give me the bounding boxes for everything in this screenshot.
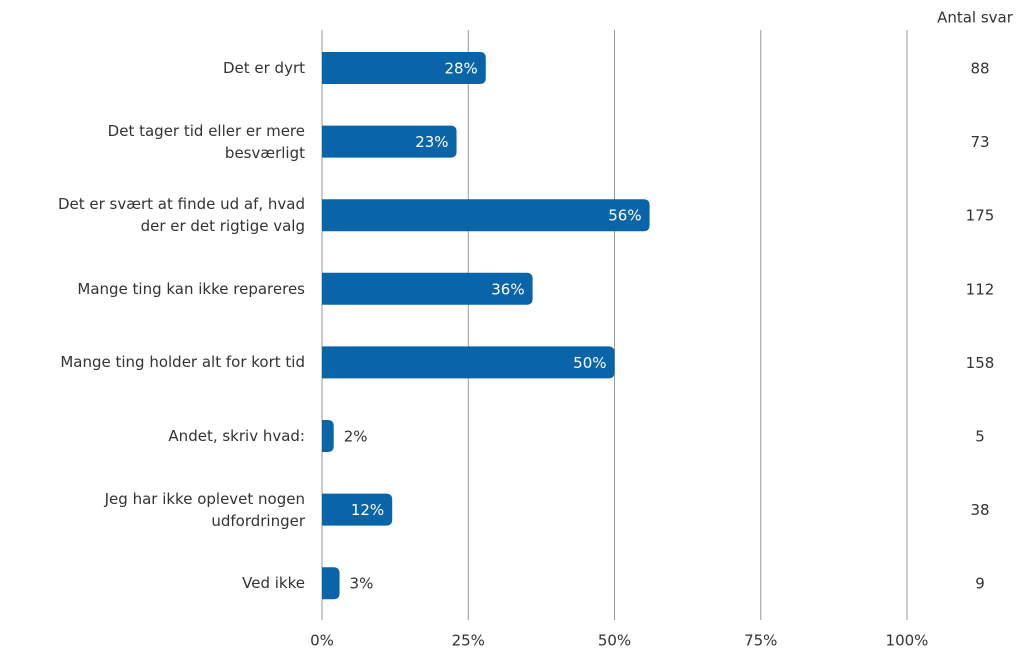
x-tick-label: 25% [452, 632, 485, 650]
count-label: 5 [975, 428, 985, 446]
count-label: 175 [966, 207, 995, 225]
bar [322, 567, 340, 600]
bar [322, 493, 393, 526]
category-label: Jeg har ikke oplevet nogen udfordringer [104, 489, 305, 530]
value-label: 2% [344, 428, 368, 446]
value-label: 56% [608, 207, 641, 225]
x-tick-label: 0% [310, 632, 334, 650]
category-label: Det tager tid eller er mere besværligt [107, 121, 305, 162]
count-label: 9 [975, 575, 985, 593]
x-tick-label: 50% [598, 632, 631, 650]
value-label: 36% [491, 280, 524, 298]
count-label: 158 [966, 354, 995, 372]
bar [322, 420, 334, 452]
count-label: 88 [970, 60, 989, 78]
category-label: Andet, skriv hvad: [168, 427, 305, 445]
x-tick-label: 75% [744, 632, 777, 650]
category-label: Mange ting holder alt for kort tid [60, 353, 305, 372]
bar [322, 272, 533, 305]
value-label: 28% [444, 60, 477, 78]
x-tick-label: 100% [886, 632, 929, 650]
count-label: 38 [970, 501, 989, 519]
value-label: 12% [351, 501, 384, 519]
count-label: 112 [966, 280, 995, 298]
bar [322, 52, 486, 84]
count-title: Antal svar [937, 9, 1014, 27]
category-label: Det er svært at finde ud af, hvad der er… [57, 195, 305, 236]
value-label: 3% [350, 575, 374, 593]
category-label: Mange ting kan ikke repareres [77, 279, 305, 298]
value-label: 23% [415, 133, 448, 151]
value-label: 50% [573, 354, 606, 372]
count-label: 73 [970, 133, 989, 151]
category-label: Det er dyrt [222, 59, 305, 77]
category-label: Ved ikke [242, 574, 305, 593]
bar [322, 125, 457, 158]
bar [322, 346, 615, 379]
bar [322, 199, 650, 232]
